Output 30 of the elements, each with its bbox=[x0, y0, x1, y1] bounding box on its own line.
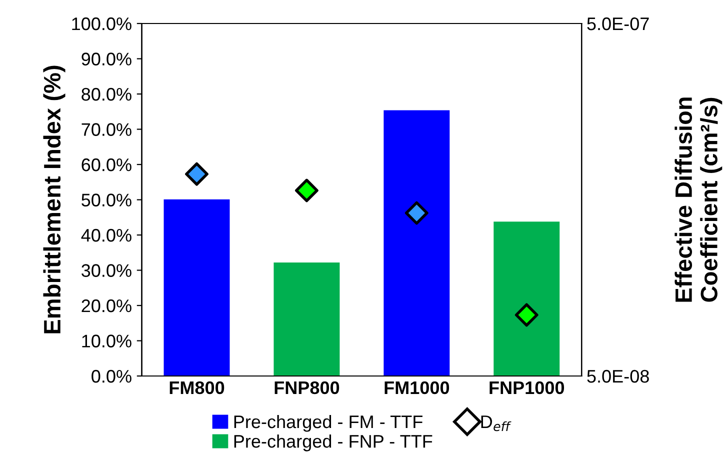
y2-tick-label: 5.0E-08 bbox=[587, 370, 649, 383]
point bbox=[404, 201, 428, 225]
y-tick-label: 80.0% bbox=[82, 88, 132, 101]
y-tick-label: 10.0% bbox=[82, 334, 132, 348]
y-tick-label: 60.0% bbox=[82, 158, 132, 172]
legend-label: Pre-charged - FM - TTF bbox=[234, 414, 422, 432]
y-tick-label: 90.0% bbox=[82, 52, 132, 66]
point bbox=[514, 303, 538, 327]
y-axis-title: Embrittlement Index (%) bbox=[43, 66, 66, 334]
y-tick-label: 30.0% bbox=[82, 264, 132, 277]
bar bbox=[384, 110, 450, 376]
x-tick-label: FNP800 bbox=[274, 381, 340, 394]
y-tick-label: 70.0% bbox=[82, 123, 132, 136]
y2-axis-title: Effective Diffusion Coefficient (cm²/s) bbox=[674, 98, 722, 302]
legend-label: Pre-charged - FNP - TTF bbox=[234, 434, 432, 452]
x-tick-label: FM1000 bbox=[384, 381, 450, 394]
bar bbox=[494, 222, 560, 376]
y-tick-label: 0.0% bbox=[92, 370, 132, 383]
y-tick-label: 50.0% bbox=[82, 194, 132, 206]
bar bbox=[274, 262, 340, 376]
bar bbox=[164, 199, 230, 376]
y-tick-label: 100.0% bbox=[72, 17, 132, 30]
y2-tick-label: 5.0E-07 bbox=[587, 17, 649, 30]
legend-label: D$_{eff}$ bbox=[481, 416, 512, 432]
x-tick-label: FNP1000 bbox=[490, 381, 564, 394]
y-tick-label: 20.0% bbox=[82, 299, 132, 312]
point bbox=[295, 178, 318, 202]
x-tick-label: FM800 bbox=[170, 381, 224, 394]
y-tick-label: 40.0% bbox=[81, 228, 132, 242]
point bbox=[185, 162, 208, 186]
